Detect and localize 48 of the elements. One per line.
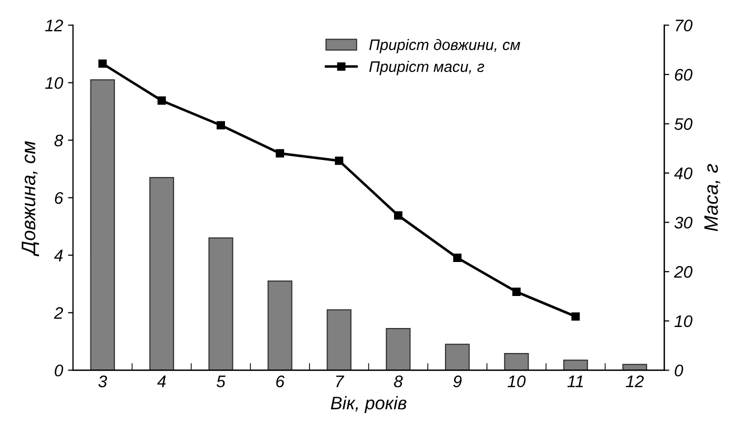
bar <box>504 352 529 370</box>
y2-axis-title: Маса, г <box>704 164 720 232</box>
y-tick-label: 12 <box>45 20 64 32</box>
point <box>394 211 402 220</box>
y2-tick-label: 70 <box>676 20 692 32</box>
x-tick-label: 11 <box>567 376 583 388</box>
legend-label: Приріст довжини, см <box>369 38 520 54</box>
x-axis-title: Вік, років <box>330 396 406 413</box>
point <box>98 59 107 68</box>
point <box>276 149 284 158</box>
x-tick-label: 3 <box>98 376 108 388</box>
bar <box>444 344 470 370</box>
y-tick-label: 8 <box>54 134 64 146</box>
bar <box>90 79 115 370</box>
bar <box>386 328 411 370</box>
y2-tick-label: 20 <box>674 266 692 278</box>
x-tick-label: 9 <box>453 376 462 388</box>
y-axis-title: Довжина, см <box>22 141 40 256</box>
point <box>512 288 521 296</box>
bar <box>149 177 174 370</box>
x-tick-label: 8 <box>394 376 403 388</box>
point <box>453 254 462 262</box>
y2-tick-label: 10 <box>674 315 692 328</box>
x-tick-label: 12 <box>626 376 644 388</box>
x-tick-label: 4 <box>157 376 166 388</box>
point <box>158 96 166 105</box>
x-tick-label: 7 <box>336 376 344 388</box>
y-tick-label: 10 <box>45 77 64 89</box>
x-tick-label: 6 <box>276 376 285 388</box>
y-tick-label: 2 <box>54 307 64 319</box>
y2-tick-label: 50 <box>674 118 692 130</box>
y2-tick-label: 30 <box>674 216 692 229</box>
y2-tick-label: 0 <box>674 364 684 376</box>
bar <box>268 280 292 370</box>
bar <box>208 237 234 370</box>
y2-tick-label: 60 <box>674 68 692 81</box>
bar <box>563 360 588 370</box>
y2-tick-label: 40 <box>674 167 692 180</box>
bar <box>326 309 352 370</box>
y-tick-label: 4 <box>54 250 63 262</box>
point <box>571 312 580 321</box>
legend-label: Приріст маси, г <box>369 60 484 76</box>
y-tick-label: 6 <box>54 192 64 204</box>
x-tick-label: 10 <box>508 376 526 388</box>
point <box>216 121 225 130</box>
point <box>334 156 344 165</box>
y-tick-label: 0 <box>54 364 64 376</box>
x-tick-label: 5 <box>216 376 226 388</box>
